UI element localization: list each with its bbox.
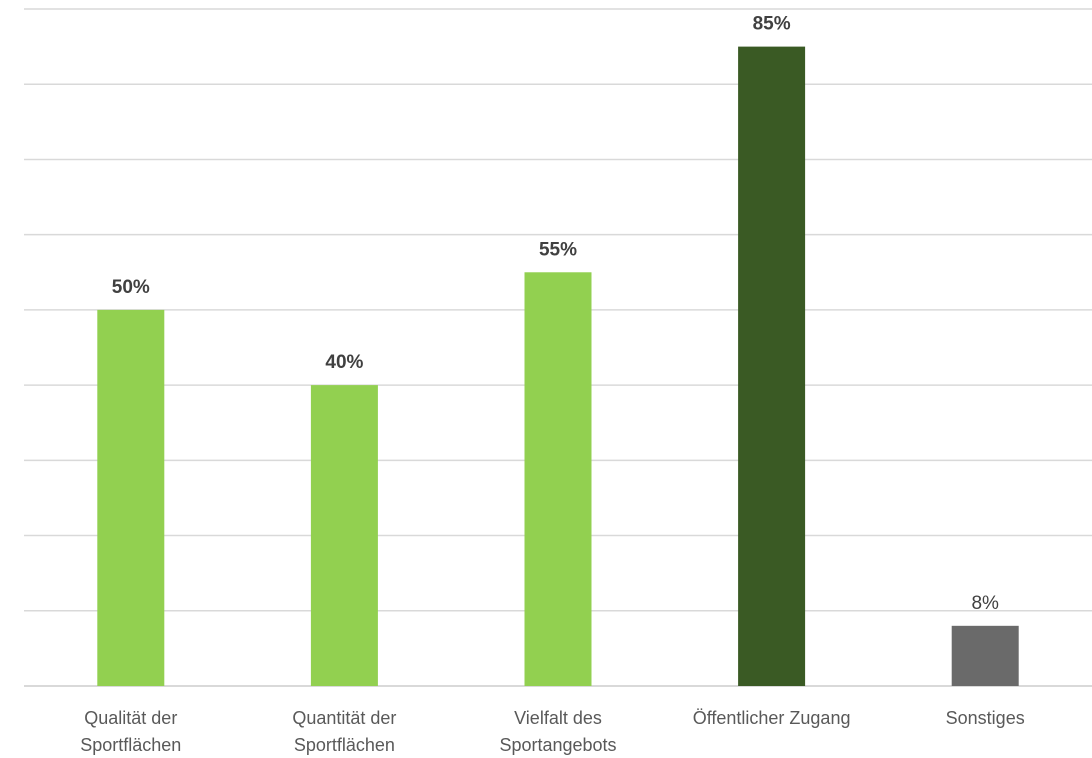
- category-label: Sonstiges: [946, 708, 1025, 728]
- category-label: Quantität der: [292, 708, 396, 728]
- data-label: 8%: [971, 593, 999, 614]
- bar: [951, 625, 1019, 686]
- category-label: Sportflächen: [294, 735, 395, 755]
- bar: [738, 46, 806, 687]
- data-label: 85%: [753, 14, 791, 35]
- bar: [97, 309, 165, 686]
- category-label: Sportflächen: [80, 735, 181, 755]
- data-label: 40%: [325, 352, 363, 373]
- category-label: Qualität der: [84, 708, 177, 728]
- bar: [524, 272, 592, 686]
- bar: [310, 385, 378, 686]
- category-label: Öffentlicher Zugang: [693, 708, 851, 728]
- data-label: 55%: [539, 239, 577, 260]
- category-labels: Qualität der Sportflächen Quantität der Spo…: [80, 708, 1024, 755]
- bars: [97, 46, 1019, 687]
- data-label: 50%: [112, 277, 150, 298]
- category-label: Sportangebots: [499, 735, 616, 755]
- category-label: Vielfalt des: [514, 708, 602, 728]
- data-labels: 50% 40% 55% 85% 8%: [112, 14, 999, 614]
